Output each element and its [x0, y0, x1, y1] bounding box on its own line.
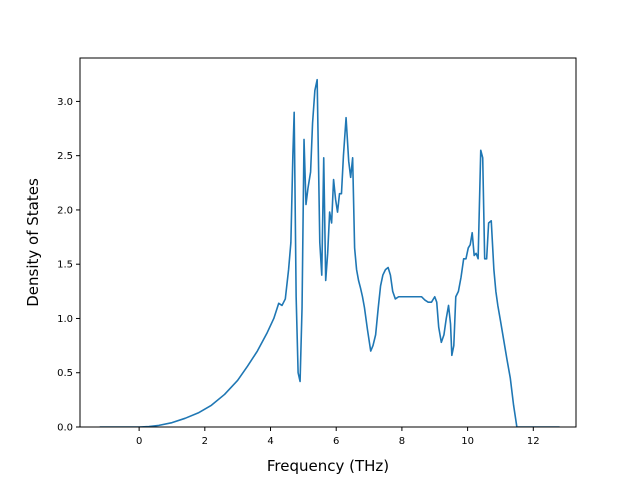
x-tick-label: 12 — [527, 436, 540, 447]
x-tick-label: 2 — [202, 436, 208, 447]
y-axis-ticks: 0.0 0.5 1.0 1.5 2.0 2.5 3.0 — [57, 97, 80, 434]
y-tick-label: 2.5 — [57, 151, 73, 162]
x-tick-label: 8 — [399, 436, 405, 447]
series-line-0 — [99, 78, 560, 427]
x-axis-ticks: 0 2 4 6 8 10 12 — [136, 427, 540, 447]
y-tick-label: 1.0 — [57, 314, 73, 325]
y-axis-label: Density of States — [24, 178, 42, 307]
x-tick-label: 4 — [267, 436, 273, 447]
y-tick-label: 0.5 — [57, 368, 73, 379]
x-tick-label: 6 — [333, 436, 339, 447]
y-tick-label: 2.0 — [57, 205, 73, 216]
y-tick-label: 3.0 — [57, 97, 73, 108]
y-tick-label: 0.0 — [57, 423, 73, 434]
x-tick-label: 10 — [461, 436, 474, 447]
x-tick-label: 0 — [136, 436, 142, 447]
x-axis-label: Frequency (THz) — [267, 457, 389, 475]
plot-marks — [99, 78, 560, 427]
axes-frame — [79, 57, 577, 428]
y-tick-label: 1.5 — [57, 260, 73, 271]
